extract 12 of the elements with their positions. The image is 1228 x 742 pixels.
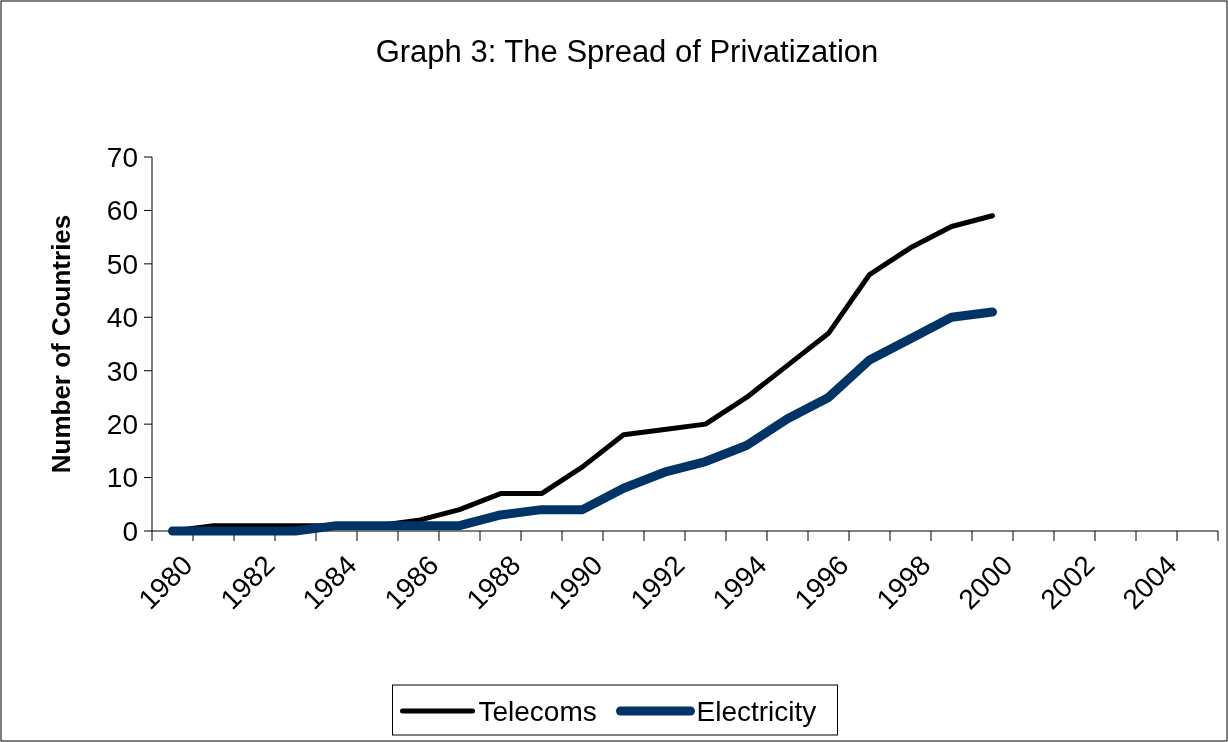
y-tick-label: 30 <box>106 355 138 387</box>
y-tick-label: 10 <box>106 462 138 494</box>
chart-title: Graph 3: The Spread of Privatization <box>375 34 879 69</box>
y-tick-label: 60 <box>106 195 138 227</box>
legend-label: Electricity <box>696 695 817 727</box>
legend-label: Telecoms <box>478 695 597 727</box>
y-tick-label: 50 <box>106 248 138 280</box>
y-axis-title: Number of Countries <box>46 214 76 474</box>
y-tick-label: 20 <box>106 408 138 440</box>
y-tick-label: 70 <box>106 141 138 173</box>
y-tick-label: 0 <box>122 515 138 547</box>
y-tick-label: 40 <box>106 302 138 334</box>
